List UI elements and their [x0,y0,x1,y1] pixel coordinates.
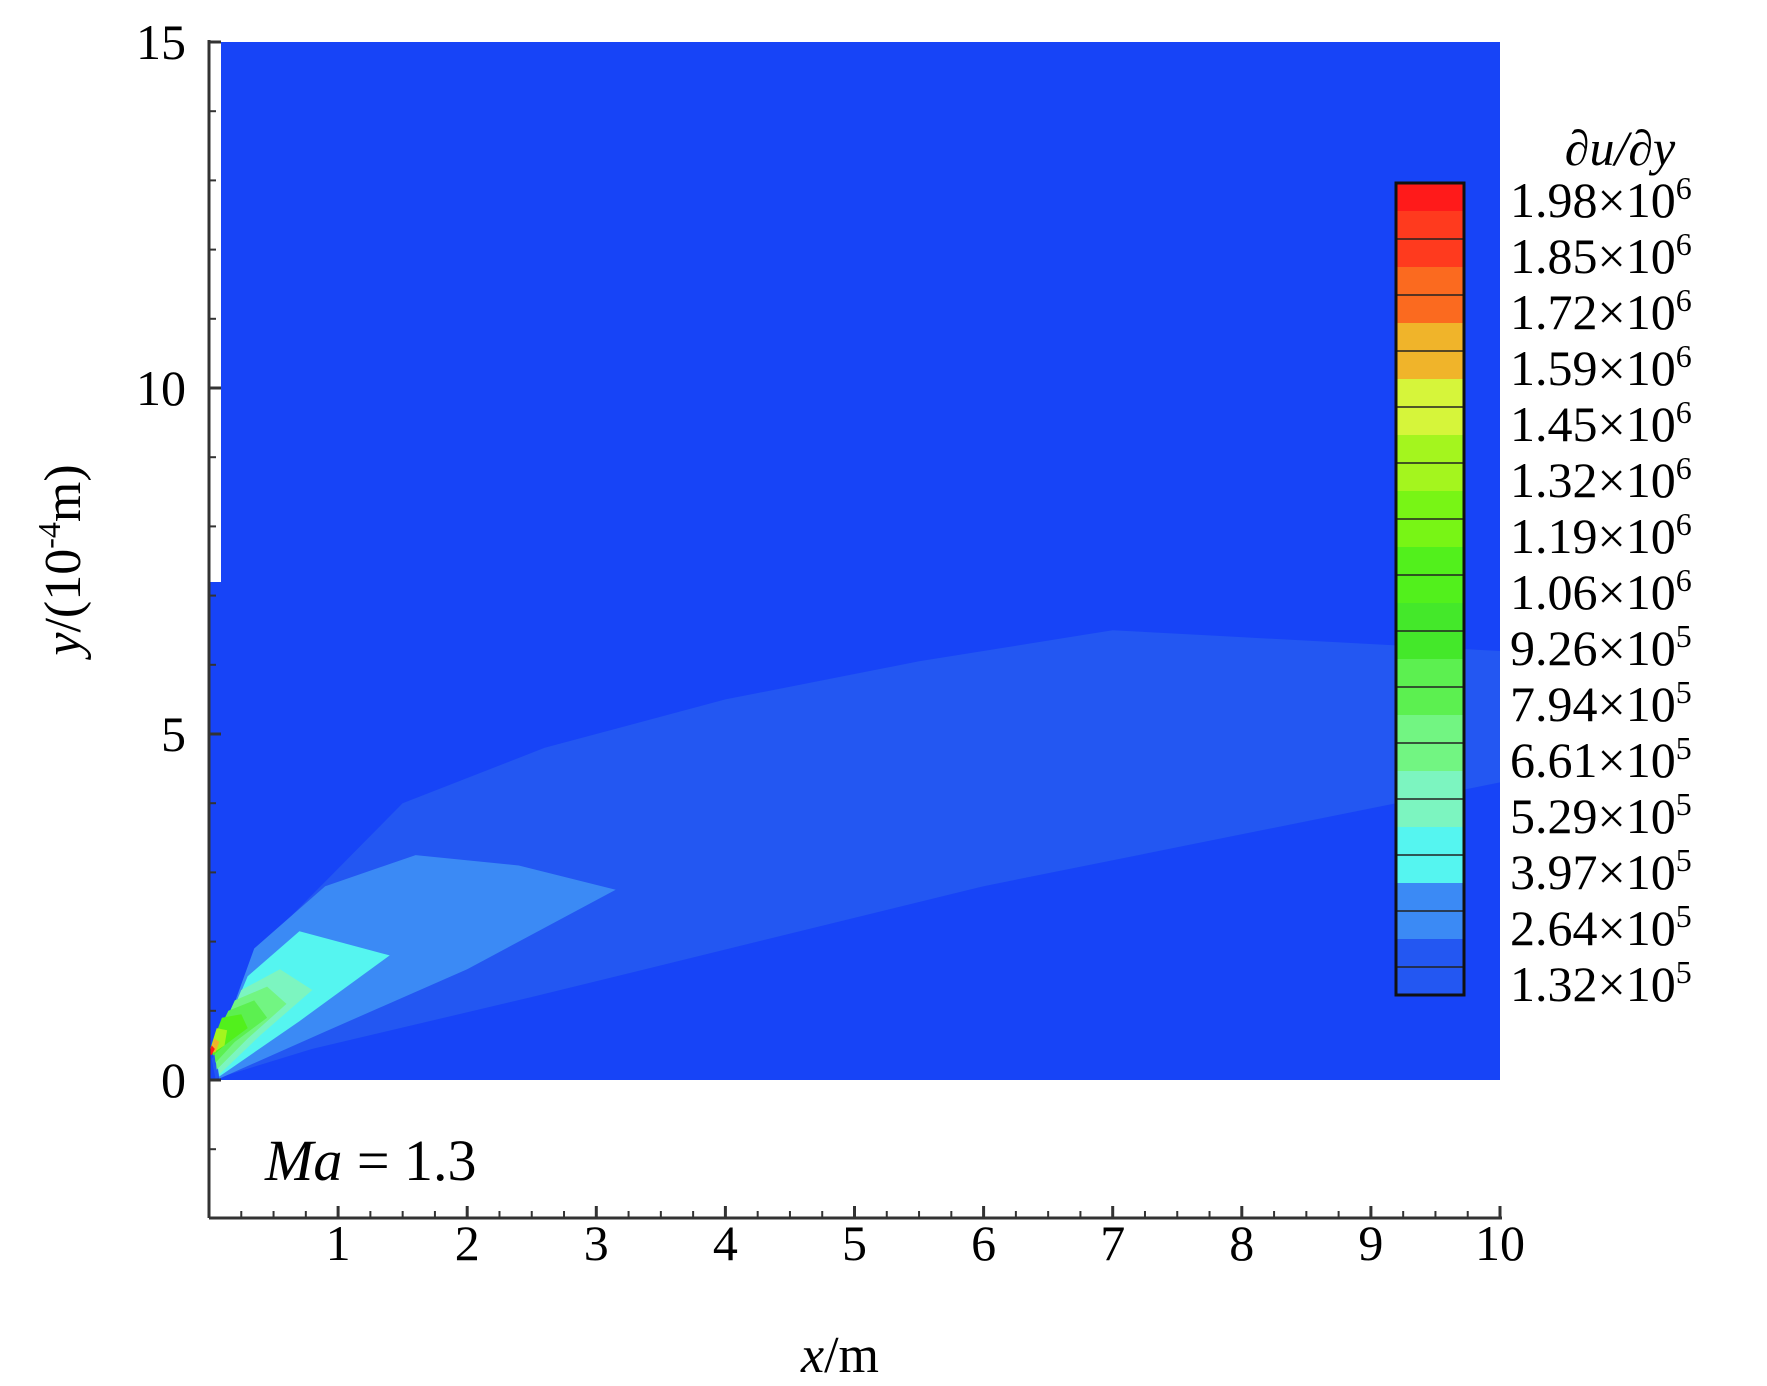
x-tick-label: 7 [1100,1215,1125,1271]
x-tick-label: 6 [971,1215,996,1271]
colorbar-label: 1.59×106 [1510,338,1692,396]
leading-edge-strip [209,42,221,582]
x-tick-label: 4 [713,1215,738,1271]
colorbar-label: 1.98×106 [1510,170,1692,228]
x-tick-label: 5 [842,1215,867,1271]
contour-region-0 [211,630,1501,1079]
colorbar-label: 1.32×106 [1510,450,1692,508]
colorbar: 1.98×1061.85×1061.72×1061.59×1061.45×106… [1394,170,1692,1012]
mach-annotation: Ma = 1.3 [264,1128,477,1193]
colorbar-title: ∂u/∂y [1565,120,1676,176]
colorbar-label: 1.72×106 [1510,282,1692,340]
x-tick-label: 1 [326,1215,351,1271]
colorbar-label: 3.97×105 [1510,842,1692,900]
y-tick-label: 0 [161,1052,186,1108]
y-tick-label: 10 [136,360,186,416]
colorbar-label: 2.64×105 [1510,898,1692,956]
y-tick-label: 5 [161,706,186,762]
colorbar-label: 5.29×105 [1510,786,1692,844]
contour-regions [209,630,1501,1079]
y-tick-labels: 0 5 10 15 [136,14,186,1108]
x-tick-label: 8 [1229,1215,1254,1271]
colorbar-label: 1.85×106 [1510,226,1692,284]
colorbar-label: 1.32×105 [1510,954,1692,1012]
x-tick-label: 10 [1475,1215,1525,1271]
colorbar-label: 1.45×106 [1510,394,1692,452]
colorbar-frame [1394,181,1466,997]
y-axis-title: y/(10-4m) [31,464,92,660]
contour-region-1 [215,855,616,1079]
x-axis-title: x/m [800,1327,879,1384]
contour-region-2 [215,931,390,1077]
colorbar-label: 1.19×106 [1510,506,1692,564]
x-tick-label: 3 [584,1215,609,1271]
colorbar-swatch [1396,183,1464,211]
y-tick-label: 15 [136,14,186,70]
colorbar-label: 6.61×105 [1510,730,1692,788]
x-tick-labels: 1 2 3 4 5 6 7 8 9 10 [326,1215,1525,1271]
x-tick-label: 9 [1358,1215,1383,1271]
colorbar-label: 7.94×105 [1510,674,1692,732]
colorbar-label: 1.06×106 [1510,562,1692,620]
axes [207,40,1502,1220]
x-tick-label: 2 [455,1215,480,1271]
colorbar-label: 9.26×105 [1510,618,1692,676]
